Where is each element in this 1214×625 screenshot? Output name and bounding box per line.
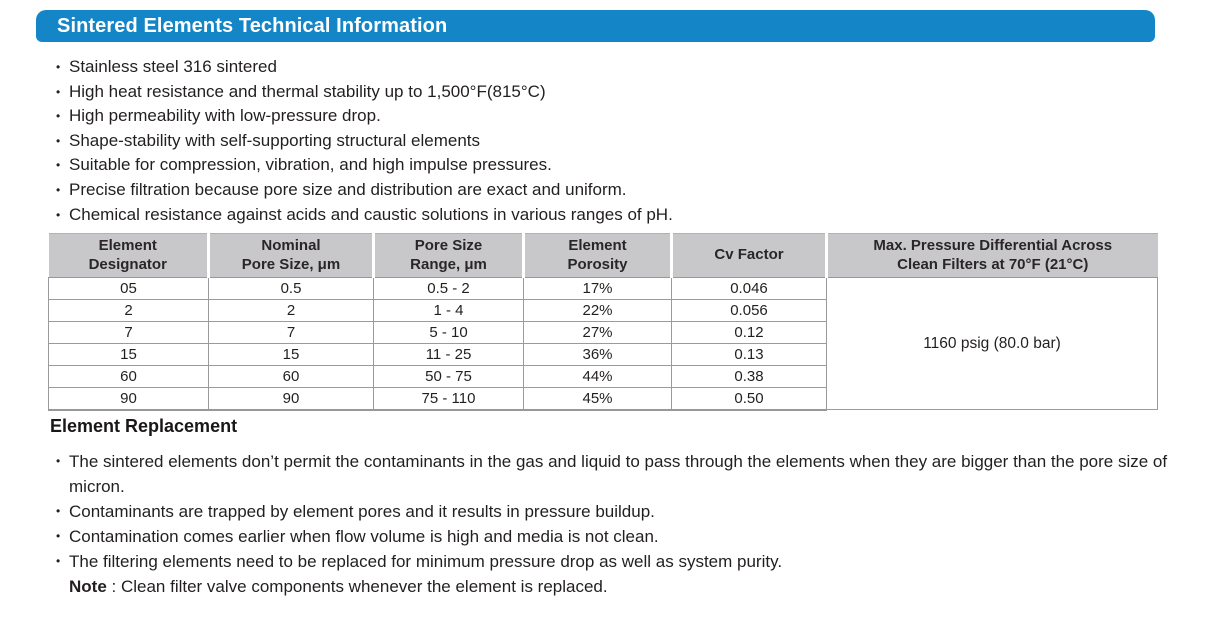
feature-item: Chemical resistance against acids and ca…: [56, 203, 1176, 228]
designator-cell: 7: [48, 321, 209, 344]
nominal-pore-size-cell: 2: [208, 299, 374, 322]
cv-factor-cell: 0.12: [671, 321, 827, 344]
table-row: 90 90 75 - 110 45% 0.50: [48, 387, 1158, 411]
table-row: 60 60 50 - 75 44% 0.38: [48, 365, 1158, 388]
cv-factor-cell: 0.38: [671, 365, 827, 388]
feature-item: High permeability with low-pressure drop…: [56, 104, 1176, 129]
replacement-item: Contaminants are trapped by element pore…: [56, 499, 1176, 524]
header-pore-size-range: Pore Size Range, μm: [372, 233, 524, 278]
nominal-pore-size-cell: 7: [208, 321, 374, 344]
element-replacement-heading: Element Replacement: [50, 416, 238, 436]
table-row: 15 15 11 - 25 36% 0.13: [48, 343, 1158, 366]
designator-cell: 2: [48, 299, 209, 322]
note-text: : Clean filter valve components whenever…: [106, 577, 608, 596]
header-element-porosity: Element Porosity: [522, 233, 672, 278]
table-row: 7 7 5 - 10 27% 0.12: [48, 321, 1158, 344]
element-replacement-list: The sintered elements don’t permit the c…: [56, 449, 1176, 599]
cv-factor-cell: 0.056: [671, 299, 827, 322]
table-header-row: Element Designator Nominal Pore Size, μm P…: [48, 233, 1158, 278]
header-nominal-pore-size: Nominal Pore Size, μm: [207, 233, 374, 278]
note-label: Note: [69, 577, 107, 596]
feature-item: Precise filtration because pore size and…: [56, 178, 1176, 203]
replacement-item: The sintered elements don’t permit the c…: [56, 449, 1176, 499]
pore-size-range-cell: 50 - 75: [373, 365, 524, 388]
nominal-pore-size-cell: 60: [208, 365, 374, 388]
porosity-cell: 36%: [523, 343, 672, 366]
replacement-item: Contamination comes earlier when flow vo…: [56, 524, 1176, 549]
cv-factor-cell: 0.50: [671, 387, 827, 411]
nominal-pore-size-cell: 15: [208, 343, 374, 366]
feature-item: Shape-stability with self-supporting str…: [56, 129, 1176, 154]
pore-size-range-cell: 1 - 4: [373, 299, 524, 322]
pore-size-range-cell: 11 - 25: [373, 343, 524, 366]
section-title-bar: Sintered Elements Technical Information: [36, 10, 1155, 42]
replacement-note: Note : Clean filter valve components whe…: [56, 574, 1176, 599]
designator-cell: 05: [48, 277, 209, 300]
porosity-cell: 17%: [523, 277, 672, 300]
cv-factor-cell: 0.13: [671, 343, 827, 366]
porosity-cell: 44%: [523, 365, 672, 388]
nominal-pore-size-cell: 90: [208, 387, 374, 411]
porosity-cell: 27%: [523, 321, 672, 344]
header-cv-factor: Cv Factor: [670, 233, 827, 278]
pore-size-range-cell: 5 - 10: [373, 321, 524, 344]
feature-item: High heat resistance and thermal stabili…: [56, 80, 1176, 105]
replacement-item: The filtering elements need to be replac…: [56, 549, 1176, 574]
pore-size-range-cell: 75 - 110: [373, 387, 524, 411]
section-title: Sintered Elements Technical Information: [57, 15, 448, 37]
feature-item: Stainless steel 316 sintered: [56, 55, 1176, 80]
header-element-designator: Element Designator: [48, 233, 209, 278]
feature-item: Suitable for compression, vibration, and…: [56, 153, 1176, 178]
header-max-pressure: Max. Pressure Differential Across Clean F…: [825, 233, 1158, 278]
porosity-cell: 45%: [523, 387, 672, 411]
table-row: 05 0.5 0.5 - 2 17% 0.046 1160 psig (80.0…: [48, 277, 1158, 410]
nominal-pore-size-cell: 0.5: [208, 277, 374, 300]
porosity-cell: 22%: [523, 299, 672, 322]
designator-cell: 15: [48, 343, 209, 366]
designator-cell: 60: [48, 365, 209, 388]
max-pressure-cell: 1160 psig (80.0 bar): [826, 277, 1158, 410]
cv-factor-cell: 0.046: [671, 277, 827, 300]
designator-cell: 90: [48, 387, 209, 411]
features-list: Stainless steel 316 sintered High heat r…: [56, 55, 1176, 227]
pore-size-range-cell: 0.5 - 2: [373, 277, 524, 300]
sintered-elements-spec-table: Element Designator Nominal Pore Size, μm P…: [48, 233, 1158, 411]
